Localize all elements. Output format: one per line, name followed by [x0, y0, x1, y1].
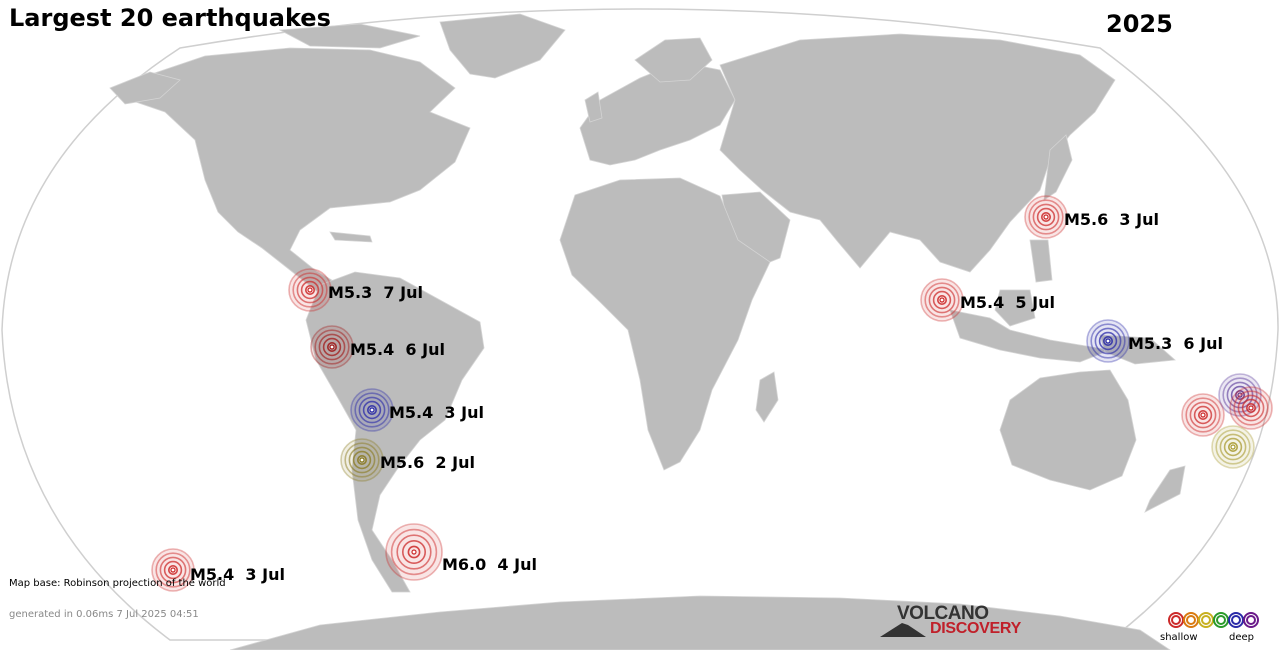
earthquake-marker[interactable] [1181, 393, 1225, 437]
africa [559, 177, 771, 471]
north-america [129, 47, 471, 293]
legend-shallow-label: shallow [1160, 632, 1198, 643]
landmasses [109, 13, 1186, 650]
earthquake-label[interactable]: M5.3 7 Jul [328, 283, 423, 302]
arctic-islands [278, 23, 421, 49]
earthquake-label[interactable]: M6.0 4 Jul [442, 555, 537, 574]
legend-depth-circle [1171, 615, 1181, 625]
legend-depth-circle [1246, 615, 1256, 625]
legend-depth-circle [1186, 615, 1196, 625]
volcano-icon [880, 623, 926, 637]
legend-depth-circle [1231, 615, 1241, 625]
earthquake-marker[interactable] [1086, 319, 1130, 363]
year-label: 2025 [1106, 10, 1173, 38]
earthquake-marker[interactable] [1229, 386, 1273, 430]
philippines [1029, 239, 1053, 283]
depth-legend-circles [1168, 612, 1259, 628]
legend-deep-label: deep [1229, 632, 1254, 643]
earthquake-label[interactable]: M5.4 3 Jul [389, 403, 484, 422]
greenland [439, 13, 566, 79]
scandinavia [634, 37, 713, 83]
earthquake-marker[interactable] [288, 268, 332, 312]
earthquake-marker[interactable] [1211, 425, 1255, 469]
earthquake-label[interactable]: M5.4 3 Jul [190, 565, 285, 584]
south-america [305, 271, 485, 593]
british-isles [584, 91, 603, 123]
page-title: Largest 20 earthquakes [9, 4, 331, 32]
earthquake-marker[interactable] [920, 278, 964, 322]
volcano-discovery-logo[interactable]: VOLCANO DISCOVERY [880, 603, 1040, 639]
japan [1043, 134, 1073, 201]
new-zealand [1144, 465, 1186, 513]
australia [999, 369, 1137, 491]
madagascar [755, 371, 779, 423]
earthquake-label[interactable]: M5.3 6 Jul [1128, 334, 1223, 353]
earthquake-marker[interactable] [350, 388, 394, 432]
earthquake-label[interactable]: M5.6 2 Jul [380, 453, 475, 472]
borneo [994, 289, 1036, 327]
antarctica [229, 595, 1171, 650]
earthquake-marker[interactable] [310, 325, 354, 369]
earthquake-marker[interactable] [1024, 195, 1068, 239]
map-credit: Map base: Robinson projection of the wor… [9, 578, 226, 589]
earthquake-marker[interactable] [385, 523, 443, 581]
caribbean [329, 231, 373, 243]
earthquake-markers [151, 195, 1273, 592]
earthquake-label[interactable]: M5.4 5 Jul [960, 293, 1055, 312]
logo-text-discovery: DISCOVERY [930, 620, 1021, 637]
legend-depth-circle [1216, 615, 1226, 625]
earthquake-marker[interactable] [340, 438, 384, 482]
logo-text-volcano: VOLCANO [897, 603, 989, 624]
generated-timestamp: generated in 0.06ms 7 Jul 2025 04:51 [9, 609, 199, 620]
earthquake-marker[interactable] [151, 548, 195, 592]
earthquake-label[interactable]: M5.4 6 Jul [350, 340, 445, 359]
earthquake-label[interactable]: M5.6 3 Jul [1064, 210, 1159, 229]
asia [719, 33, 1116, 273]
alaska [109, 71, 181, 105]
depth-legend: shallow deep [1156, 608, 1266, 648]
europe [579, 61, 736, 166]
legend-depth-circle [1243, 612, 1259, 628]
legend-depth-circle [1201, 615, 1211, 625]
